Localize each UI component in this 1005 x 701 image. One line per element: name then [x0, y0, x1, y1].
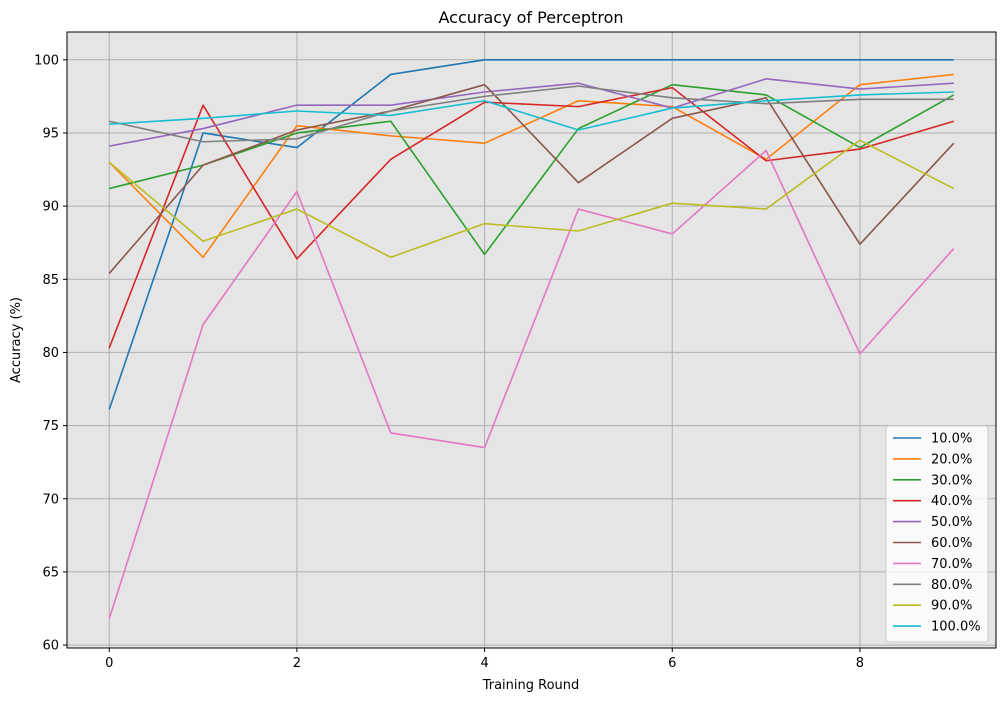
- y-tick-label: 65: [42, 565, 59, 580]
- x-tick-label: 4: [480, 656, 488, 671]
- legend: 10.0% 20.0% 30.0% 40.0% 50.0% 60.0% 70.0% 80.0%…: [885, 425, 989, 643]
- series-line-30-0pct: [109, 83, 955, 256]
- legend-label: 60.0%: [931, 536, 972, 551]
- legend-label: 30.0%: [931, 473, 972, 488]
- legend-label: 20.0%: [931, 452, 972, 467]
- legend-label: 50.0%: [931, 515, 972, 530]
- y-tick-label: 90: [42, 200, 59, 215]
- chart-title: Accuracy of Perceptron: [438, 8, 623, 27]
- series-line-90-0pct: [108, 139, 955, 259]
- plot-background: [67, 32, 996, 648]
- legend-label: 100.0%: [931, 620, 981, 635]
- x-axis-label: Training Round: [482, 678, 580, 693]
- legend-label: 80.0%: [931, 578, 972, 593]
- series-line-70-0pct: [108, 149, 955, 619]
- series-line-60-0pct: [108, 83, 955, 274]
- y-tick-label: 60: [42, 639, 59, 654]
- x-tick-label: 0: [105, 656, 113, 671]
- legend-label: 90.0%: [931, 599, 972, 614]
- series-line-40-0pct: [108, 86, 954, 349]
- legend-label: 40.0%: [931, 494, 972, 509]
- series-line-80-0pct: [109, 85, 954, 143]
- y-tick-label: 70: [42, 492, 59, 507]
- y-tick-label: 95: [42, 126, 59, 141]
- series-line-100-0pct: [109, 91, 954, 131]
- y-tick-label: 80: [42, 346, 59, 361]
- y-axis-ticks: 60 65 70 75 80 85 90 95 100: [34, 53, 67, 654]
- legend-label: 10.0%: [931, 432, 972, 447]
- x-axis-ticks: 0 2 4 6 8: [105, 648, 864, 671]
- x-tick-label: 2: [293, 656, 301, 671]
- plot-frame: [66, 31, 997, 649]
- y-axis-label: Accuracy (%): [9, 297, 24, 383]
- y-tick-label: 75: [42, 419, 59, 434]
- y-tick-label: 100: [34, 53, 59, 68]
- x-tick-label: 8: [856, 656, 864, 671]
- x-tick-label: 6: [668, 656, 676, 671]
- legend-label: 70.0%: [931, 557, 972, 572]
- series-line-50-0pct: [109, 78, 954, 147]
- y-tick-label: 85: [42, 273, 59, 288]
- series-lines: [108, 59, 955, 619]
